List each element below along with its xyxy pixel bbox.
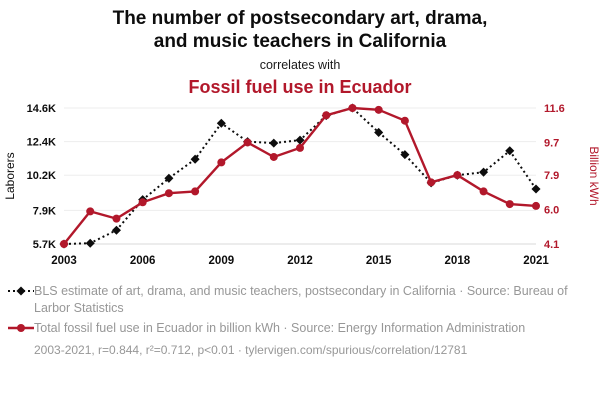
- svg-text:2009: 2009: [209, 255, 235, 267]
- svg-text:11.6: 11.6: [544, 103, 565, 115]
- svg-text:9.7: 9.7: [544, 138, 559, 150]
- svg-text:4.1: 4.1: [544, 239, 559, 251]
- legend-label-fossil: Total fossil fuel use in Ecuador in bill…: [34, 320, 526, 335]
- chart-title-line1: The number of postsecondary art, drama,: [112, 8, 488, 29]
- chart-title-line2: and music teachers in California: [153, 31, 447, 53]
- legend-item-fossil: Total fossil fuel use in Ecuador in bill…: [8, 320, 590, 336]
- svg-text:Laborers: Laborers: [3, 153, 17, 200]
- svg-text:2015: 2015: [366, 255, 392, 267]
- svg-text:6.0: 6.0: [544, 205, 559, 217]
- svg-text:14.6K: 14.6K: [27, 103, 56, 115]
- svg-text:2012: 2012: [287, 255, 313, 267]
- chart-title: The number of postsecondary art, drama, …: [0, 7, 600, 53]
- svg-text:2006: 2006: [130, 255, 156, 267]
- chart-subtitle: Fossil fuel use in Ecuador: [188, 77, 412, 98]
- correlates-with-label: correlates with: [259, 58, 341, 73]
- svg-text:2021: 2021: [523, 255, 549, 267]
- solid-circle-line-icon: [8, 323, 34, 332]
- svg-text:2003: 2003: [51, 255, 77, 267]
- stats-and-source-line: 2003-2021, r=0.844, r²=0.712, p<0.01 · t…: [34, 343, 468, 358]
- svg-text:7.9: 7.9: [544, 170, 559, 182]
- chart-legend: BLS estimate of art, drama, and music te…: [8, 283, 590, 336]
- dashed-diamond-line-icon: [8, 286, 34, 296]
- svg-text:Billion kWh: Billion kWh: [587, 147, 600, 206]
- svg-text:12.4K: 12.4K: [27, 137, 56, 149]
- svg-text:10.2K: 10.2K: [27, 171, 56, 183]
- chart-header: The number of postsecondary art, drama, …: [0, 0, 600, 98]
- legend-item-teachers: BLS estimate of art, drama, and music te…: [8, 283, 590, 316]
- chart-canvas: 5.7K 7.9K 10.2K 12.4K 14.6K 4.1 6.0 7.9 9.7 11.6 2…: [3, 103, 600, 267]
- legend-label-teachers: BLS estimate of art, drama, and music te…: [34, 284, 568, 315]
- svg-text:2018: 2018: [445, 255, 471, 267]
- svg-text:5.7K: 5.7K: [33, 239, 56, 251]
- svg-text:7.9K: 7.9K: [33, 206, 56, 218]
